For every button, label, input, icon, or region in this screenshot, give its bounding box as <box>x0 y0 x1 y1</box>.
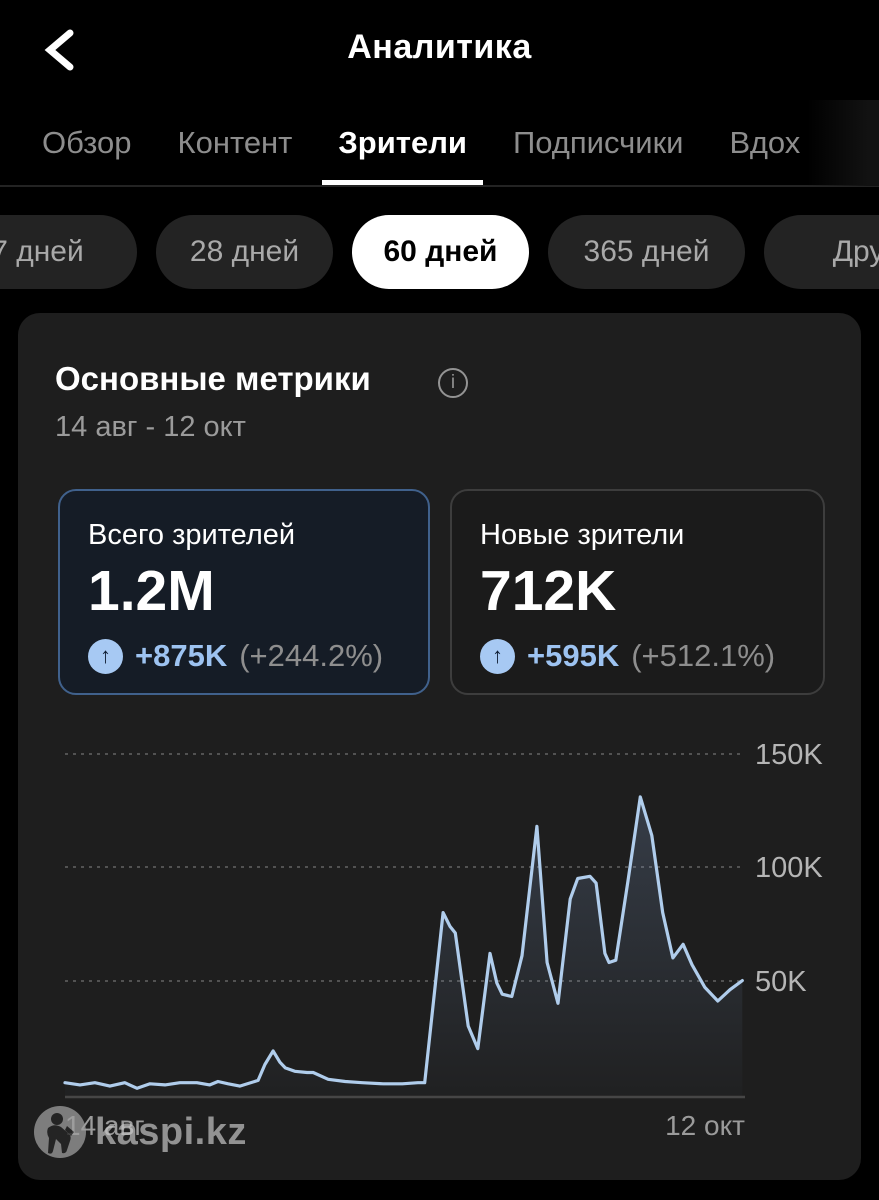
period-60-days[interactable]: 60 дней <box>352 215 529 289</box>
period-selector: 7 дней 28 дней 60 дней 365 дней Друг <box>0 215 879 289</box>
period-custom[interactable]: Друг <box>764 215 879 289</box>
period-28-days[interactable]: 28 дней <box>156 215 333 289</box>
y-tick-100k: 100K <box>755 852 823 884</box>
change-percent: (+244.2%) <box>239 638 384 673</box>
section-title: Основные метрики <box>55 360 371 397</box>
metric-change-row: ↑ +875K (+244.2%) <box>88 638 400 674</box>
tab-inspiration[interactable]: Вдох <box>729 124 801 160</box>
date-range: 14 авг - 12 окт <box>55 411 246 443</box>
key-metrics-card: Основные метрики i 14 авг - 12 окт Всего… <box>18 313 861 1180</box>
y-tick-150k: 150K <box>755 739 823 771</box>
header: Аналитика <box>0 0 879 100</box>
viewers-chart: 150K 100K 50K <box>55 730 861 1150</box>
tab-overview[interactable]: Обзор <box>42 124 132 160</box>
tab-viewers[interactable]: Зрители <box>322 100 483 185</box>
metric-label: Всего зрителей <box>88 519 296 551</box>
tab-bar: Обзор Контент Зрители Подписчики Вдох <box>0 100 879 187</box>
change-value: +875K <box>135 638 228 673</box>
info-icon[interactable]: i <box>438 368 468 398</box>
back-button[interactable] <box>36 26 84 74</box>
chart-line <box>63 795 744 1090</box>
chart-area-fill <box>65 796 743 1096</box>
arrow-up-icon: ↑ <box>88 638 123 674</box>
change-percent: (+512.1%) <box>631 638 776 673</box>
metric-card-new-viewers[interactable]: Новые зрители 712K ↑ +595K (+512.1%) <box>450 489 825 695</box>
tab-content[interactable]: Контент <box>177 124 293 160</box>
arrow-up-icon: ↑ <box>480 638 515 674</box>
x-axis-label-end: 12 окт <box>665 1110 745 1141</box>
period-365-days[interactable]: 365 дней <box>548 215 745 289</box>
metric-card-total-viewers[interactable]: Всего зрителей 1.2M ↑ +875K (+244.2%) <box>58 489 430 695</box>
metric-value: 1.2M <box>88 559 215 623</box>
change-value: +595K <box>527 638 620 673</box>
metric-value: 712K <box>480 559 617 623</box>
tab-followers[interactable]: Подписчики <box>512 124 684 160</box>
x-axis-label-start: 14 авг <box>65 1110 145 1141</box>
y-tick-50k: 50K <box>755 966 807 998</box>
chevron-left-icon <box>44 29 74 71</box>
metric-label: Новые зрители <box>480 519 685 551</box>
page-title: Аналитика <box>347 28 532 66</box>
metric-change-row: ↑ +595K (+512.1%) <box>480 638 795 674</box>
period-7-days[interactable]: 7 дней <box>0 215 137 289</box>
